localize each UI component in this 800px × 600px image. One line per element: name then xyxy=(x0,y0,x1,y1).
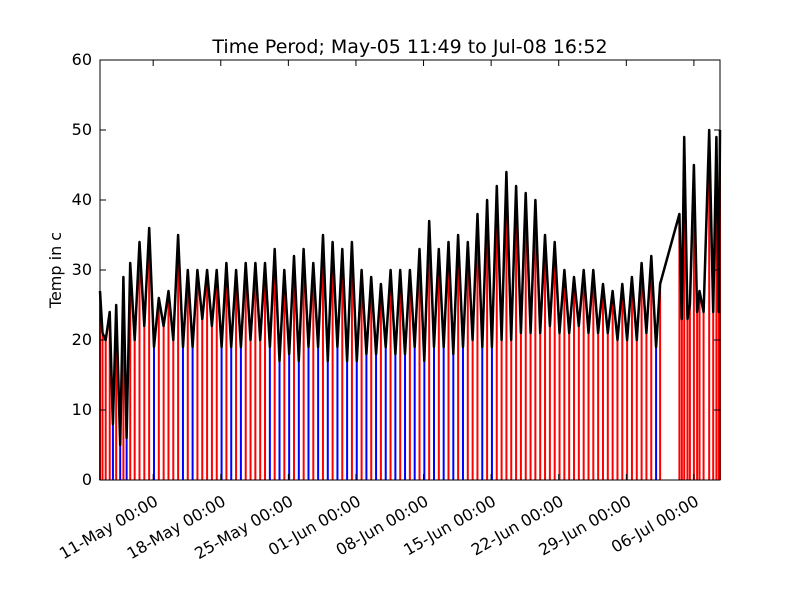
chart-title: Time Perod; May-05 11:49 to Jul-08 16:52 xyxy=(211,36,607,58)
y-tick-label: 40 xyxy=(72,190,92,209)
y-tick-label: 10 xyxy=(72,400,92,419)
y-tick-label: 50 xyxy=(72,120,92,139)
y-tick-label: 0 xyxy=(82,470,92,489)
y-tick-label: 20 xyxy=(72,330,92,349)
y-tick-label: 30 xyxy=(72,260,92,279)
temperature-line xyxy=(98,128,722,447)
y-tick-label: 60 xyxy=(72,50,92,69)
y-axis-label: Temp in c xyxy=(46,232,65,309)
